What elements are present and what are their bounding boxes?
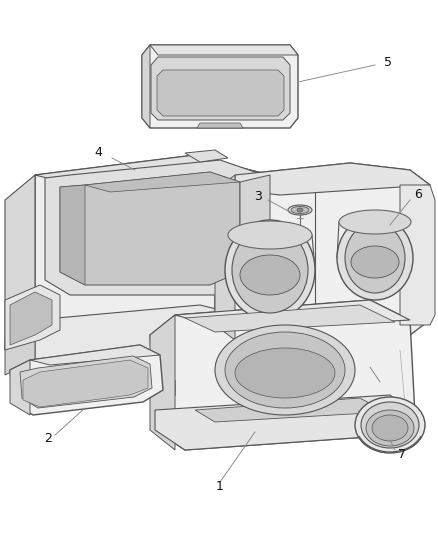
Polygon shape — [5, 320, 35, 375]
Text: 1: 1 — [216, 481, 224, 494]
Polygon shape — [85, 172, 240, 192]
Polygon shape — [20, 356, 152, 408]
Ellipse shape — [297, 208, 303, 212]
Polygon shape — [35, 305, 240, 375]
Ellipse shape — [366, 410, 414, 446]
Ellipse shape — [235, 348, 335, 398]
Polygon shape — [195, 398, 385, 422]
Polygon shape — [60, 185, 85, 285]
Polygon shape — [150, 315, 175, 450]
Ellipse shape — [215, 325, 355, 415]
Ellipse shape — [361, 402, 419, 448]
Text: 2: 2 — [44, 432, 52, 445]
Polygon shape — [155, 395, 415, 450]
Ellipse shape — [355, 397, 425, 453]
Polygon shape — [142, 45, 150, 128]
Ellipse shape — [337, 216, 413, 300]
Polygon shape — [5, 285, 60, 350]
Polygon shape — [35, 155, 270, 340]
Polygon shape — [235, 163, 430, 195]
Polygon shape — [185, 305, 395, 332]
Ellipse shape — [288, 205, 312, 215]
Polygon shape — [215, 175, 235, 340]
Polygon shape — [150, 300, 415, 450]
Polygon shape — [185, 150, 228, 162]
Text: 5: 5 — [384, 55, 392, 69]
Text: 3: 3 — [254, 190, 262, 204]
Polygon shape — [35, 155, 270, 185]
Text: 7: 7 — [398, 448, 406, 462]
Polygon shape — [175, 300, 410, 330]
Polygon shape — [10, 292, 52, 345]
Ellipse shape — [232, 227, 308, 313]
Ellipse shape — [228, 221, 312, 249]
Polygon shape — [23, 360, 148, 407]
Ellipse shape — [339, 210, 411, 234]
Text: 4: 4 — [94, 146, 102, 158]
Ellipse shape — [225, 220, 315, 320]
Ellipse shape — [240, 255, 300, 295]
Polygon shape — [157, 70, 284, 116]
Polygon shape — [197, 123, 243, 128]
Polygon shape — [150, 45, 298, 55]
Ellipse shape — [225, 332, 345, 408]
Ellipse shape — [345, 223, 405, 293]
Polygon shape — [215, 163, 430, 340]
Polygon shape — [10, 345, 163, 415]
Ellipse shape — [351, 246, 399, 278]
Polygon shape — [45, 160, 255, 295]
Text: 6: 6 — [414, 189, 422, 201]
Polygon shape — [30, 345, 160, 365]
Polygon shape — [60, 172, 240, 285]
Polygon shape — [5, 175, 35, 350]
Polygon shape — [240, 175, 270, 235]
Ellipse shape — [372, 415, 408, 441]
Ellipse shape — [291, 206, 309, 214]
Polygon shape — [151, 57, 290, 120]
Polygon shape — [10, 360, 30, 415]
Polygon shape — [142, 45, 298, 128]
Polygon shape — [400, 185, 435, 325]
